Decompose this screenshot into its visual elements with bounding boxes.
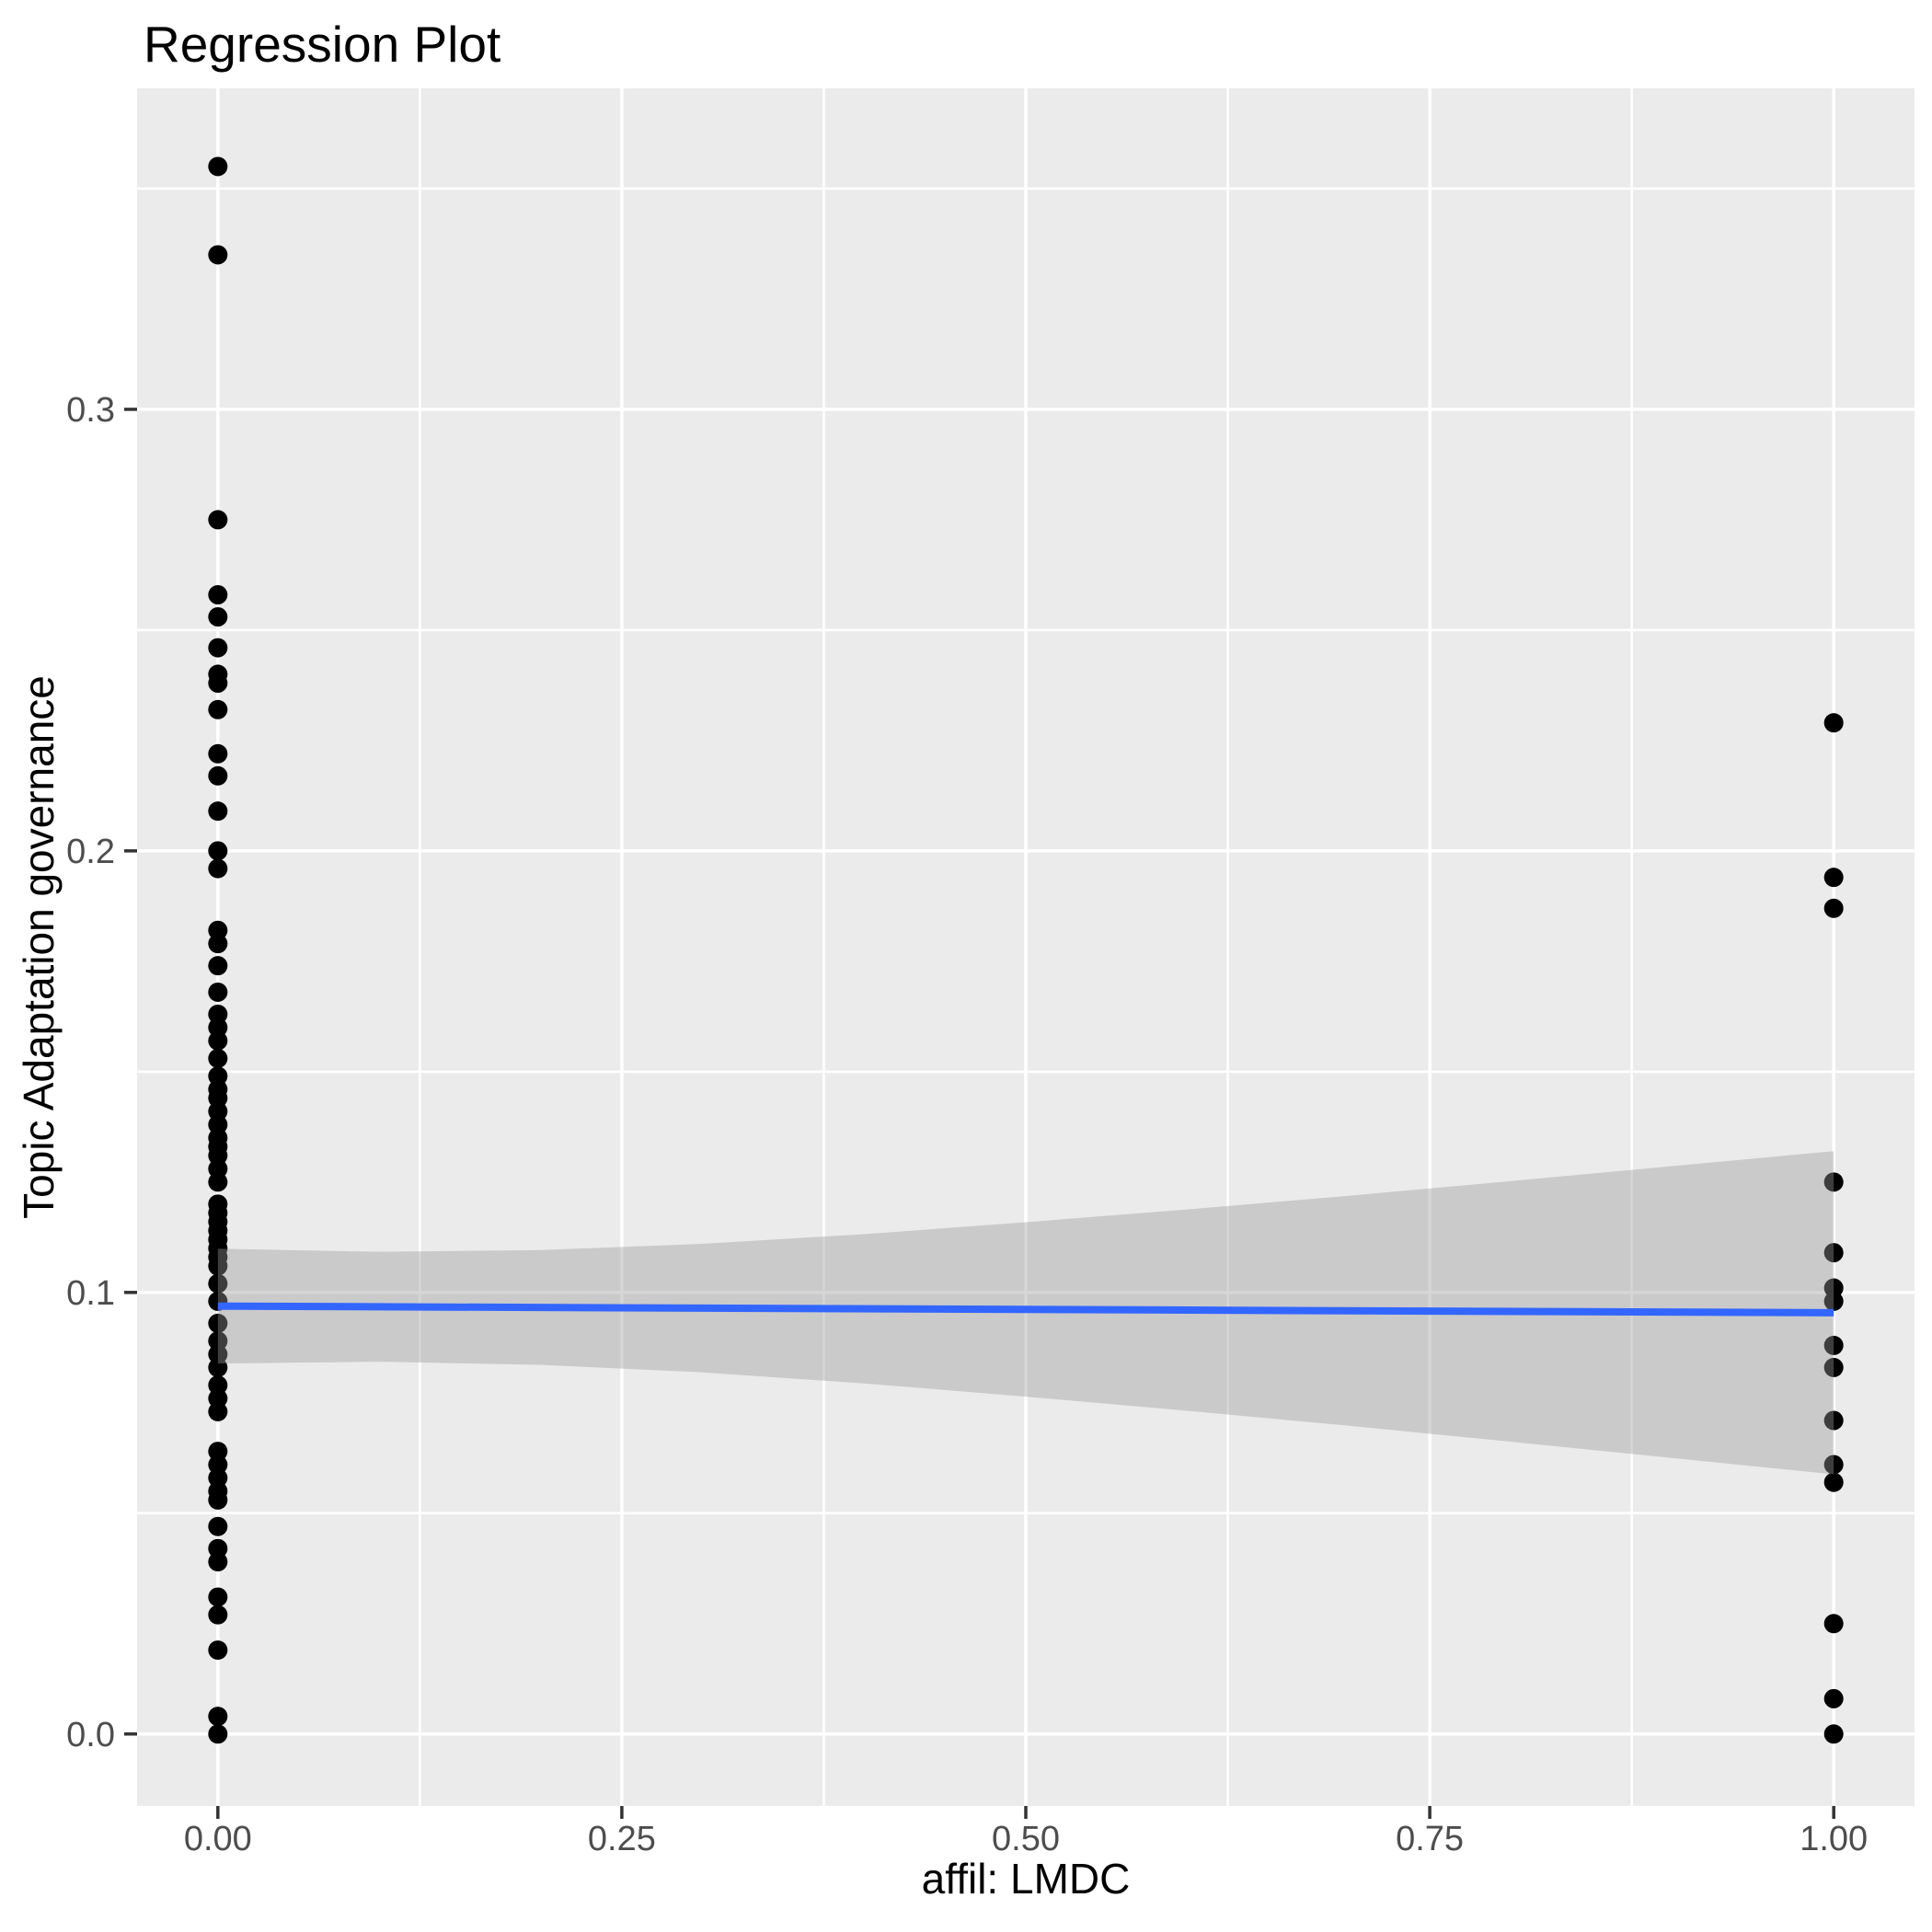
data-point <box>208 1357 228 1377</box>
data-point <box>1823 1357 1844 1377</box>
data-point <box>208 1018 228 1038</box>
data-point <box>208 1066 228 1087</box>
data-point <box>208 1256 228 1276</box>
data-point <box>1823 868 1844 888</box>
x-axis-title: affil: LMDC <box>922 1855 1131 1903</box>
data-point <box>208 245 228 265</box>
data-point <box>208 1004 228 1024</box>
data-point <box>208 606 228 627</box>
data-point <box>208 1467 228 1488</box>
data-point <box>208 1489 228 1510</box>
data-point <box>208 156 228 177</box>
data-point <box>208 1640 228 1661</box>
data-point <box>1823 1614 1844 1634</box>
data-point <box>208 920 228 940</box>
data-point <box>208 1088 228 1109</box>
data-point <box>208 1313 228 1333</box>
data-point <box>1823 1291 1844 1311</box>
y-axis-tick-label: 0.2 <box>66 833 115 871</box>
data-point <box>1823 713 1844 733</box>
plot-title: Regression Plot <box>144 16 501 73</box>
data-point <box>1823 1472 1844 1492</box>
data-point <box>208 699 228 719</box>
data-point <box>208 1604 228 1625</box>
y-axis-tick-label: 0.1 <box>66 1274 115 1313</box>
data-point <box>1823 1243 1844 1263</box>
data-point <box>208 510 228 530</box>
data-point <box>1823 1724 1844 1744</box>
data-point <box>208 585 228 605</box>
y-axis-tick-label: 0.3 <box>66 391 115 430</box>
x-axis-tick-label: 0.50 <box>992 1820 1060 1858</box>
data-point <box>208 1552 228 1572</box>
data-point <box>208 1388 228 1409</box>
data-point <box>1823 1410 1844 1431</box>
data-point <box>208 1114 228 1134</box>
data-point <box>208 1401 228 1421</box>
data-point <box>208 801 228 822</box>
x-axis-tick-label: 0.75 <box>1396 1820 1464 1858</box>
data-point <box>208 638 228 658</box>
y-axis-tick-label: 0.0 <box>66 1716 115 1754</box>
x-axis-tick-label: 0.25 <box>588 1820 656 1858</box>
data-point <box>208 765 228 786</box>
data-point <box>208 982 228 1002</box>
data-point <box>208 858 228 879</box>
x-axis-tick-label: 1.00 <box>1800 1820 1868 1858</box>
data-point <box>208 1048 228 1068</box>
data-point <box>1823 1688 1844 1708</box>
y-axis-title: Topic Adaptation governance <box>15 675 63 1219</box>
data-point <box>1823 1455 1844 1475</box>
data-point <box>208 841 228 861</box>
data-point <box>208 1158 228 1179</box>
data-point <box>208 1724 228 1744</box>
data-point <box>208 1455 228 1475</box>
data-point <box>208 956 228 976</box>
data-point <box>208 1375 228 1396</box>
data-point <box>208 1273 228 1294</box>
data-point <box>208 1442 228 1462</box>
data-point <box>1823 1335 1844 1355</box>
data-point <box>208 1030 228 1051</box>
data-point <box>208 1344 228 1364</box>
data-point <box>208 1587 228 1607</box>
data-point <box>208 1101 228 1121</box>
data-point <box>208 934 228 954</box>
x-axis-tick-label: 0.00 <box>184 1820 252 1858</box>
data-point <box>208 1516 228 1536</box>
data-point <box>208 743 228 764</box>
data-point <box>208 1145 228 1166</box>
data-point <box>208 1331 228 1351</box>
data-point <box>1823 1172 1844 1192</box>
data-point <box>208 1707 228 1727</box>
data-point <box>1823 1278 1844 1298</box>
data-point <box>1823 898 1844 918</box>
data-point <box>208 1538 228 1558</box>
data-point <box>208 1172 228 1192</box>
regression-line <box>217 1302 1834 1317</box>
data-point <box>208 673 228 693</box>
